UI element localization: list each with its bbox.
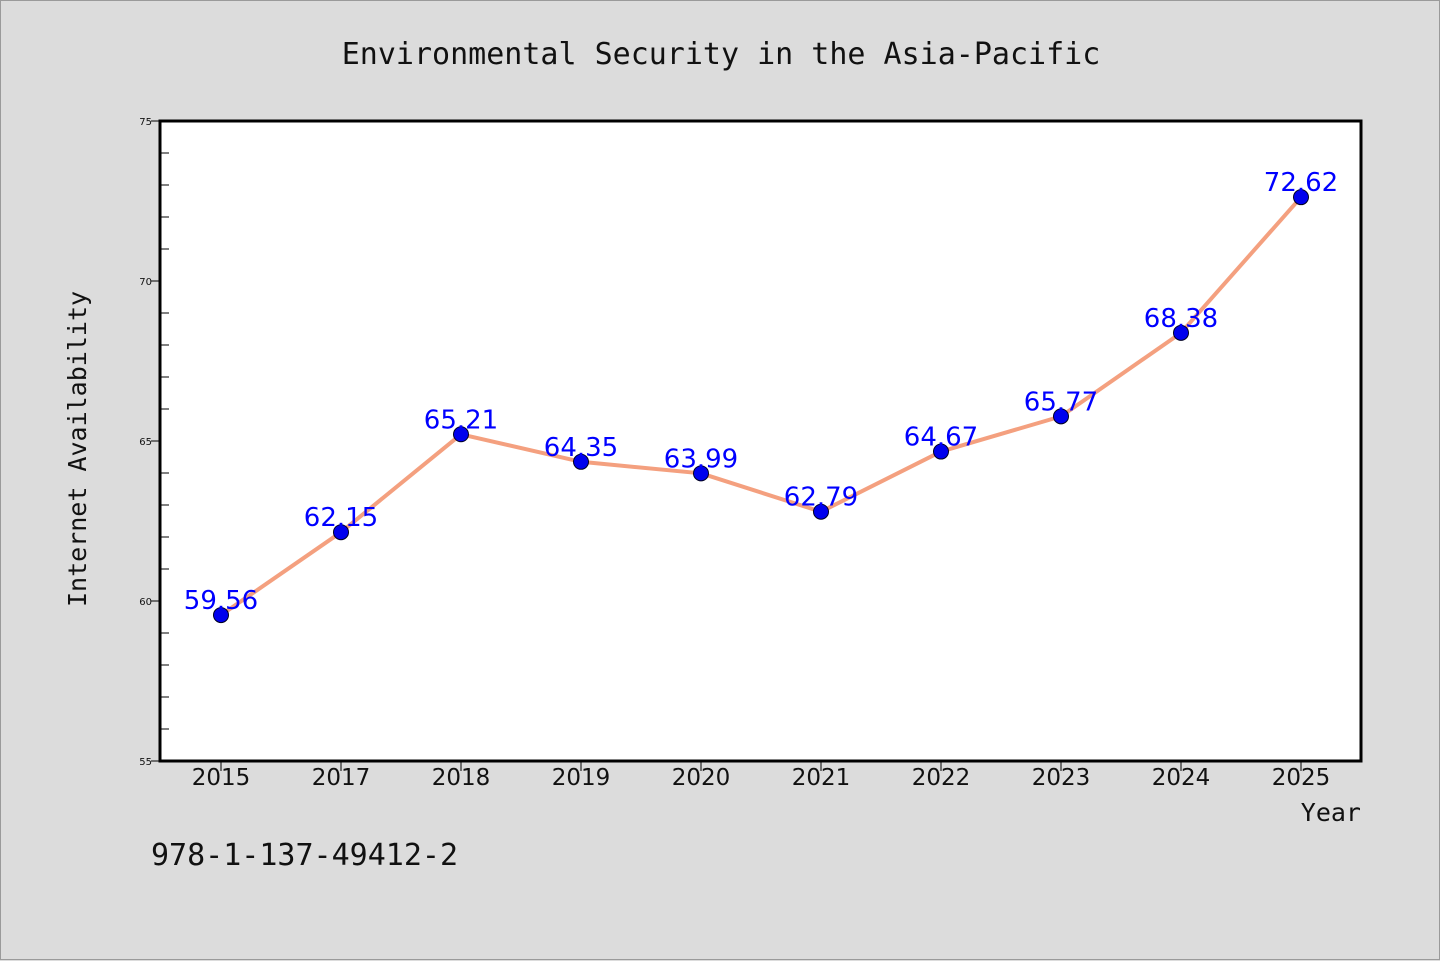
y-axis: 55 60 65 70 75 — [139, 117, 169, 768]
data-label: 63.99 — [664, 444, 738, 474]
plot-area — [158, 119, 1363, 763]
data-point — [453, 426, 469, 443]
x-tick-label: 2015 — [192, 765, 251, 791]
data-point — [813, 503, 829, 520]
data-point — [573, 453, 589, 470]
data-point — [213, 607, 229, 624]
y-tick-label: 60 — [139, 597, 152, 608]
x-axis: 2015 2017 2018 2019 2020 2021 2022 2023 2024 2025 — [192, 761, 1331, 791]
data-point — [1053, 408, 1069, 425]
data-point — [693, 465, 709, 482]
data-label: 62.15 — [304, 503, 378, 533]
x-tick-label: 2025 — [1272, 765, 1331, 791]
x-tick-label: 2021 — [792, 765, 851, 791]
x-tick-label: 2022 — [912, 765, 971, 791]
x-tick-label: 2019 — [552, 765, 611, 791]
data-label: 68.38 — [1144, 304, 1218, 334]
data-point — [1173, 324, 1189, 341]
footer-code: 978-1-137-49412-2 — [151, 838, 458, 873]
y-tick-label: 75 — [139, 117, 152, 128]
x-tick-label: 2017 — [312, 765, 371, 791]
x-tick-label: 2024 — [1152, 765, 1211, 791]
data-point — [333, 524, 349, 541]
data-label: 64.67 — [904, 423, 978, 453]
series-line — [219, 195, 1303, 618]
data-point — [933, 443, 949, 460]
series-layer: 59.56 62.15 65.21 64.35 63.99 62.79 64.67 65.77… — [184, 168, 1338, 624]
data-label: 59.56 — [184, 586, 258, 616]
x-tick-label: 2023 — [1032, 765, 1091, 791]
x-tick-label: 2020 — [672, 765, 731, 791]
data-point — [1293, 189, 1309, 206]
data-label: 72.62 — [1264, 168, 1338, 198]
x-tick-label: 2018 — [432, 765, 491, 791]
y-tick-label: 70 — [139, 277, 152, 288]
data-label: 64.35 — [544, 433, 618, 463]
data-label: 62.79 — [784, 483, 858, 513]
x-axis-label: Year — [1301, 798, 1361, 827]
y-axis-label: Internet Availability — [63, 291, 92, 607]
chart-title: Environmental Security in the Asia-Pacif… — [342, 37, 1101, 72]
y-tick-label: 65 — [139, 437, 152, 448]
data-label: 65.77 — [1024, 387, 1098, 417]
y-tick-label: 55 — [139, 757, 152, 768]
data-label: 65.21 — [424, 405, 498, 435]
